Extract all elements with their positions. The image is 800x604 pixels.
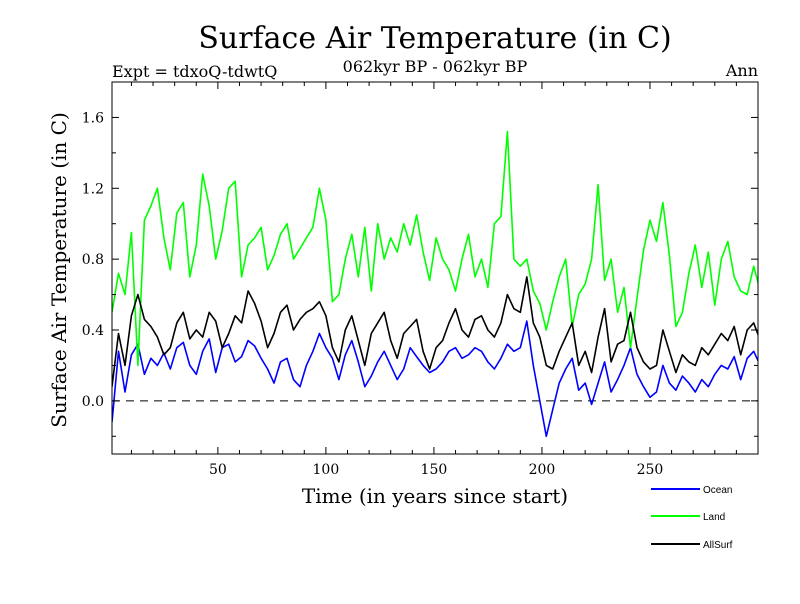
y-tick-label: 1.2 xyxy=(82,181,104,197)
x-tick-label: 150 xyxy=(421,462,448,478)
legend: Ocean Land AllSurf xyxy=(651,485,733,551)
x-tick-label: 250 xyxy=(637,462,664,478)
legend-label-land: Land xyxy=(703,512,725,523)
plot-frame xyxy=(111,81,759,455)
chart-title: Surface Air Temperature (in C) xyxy=(198,21,671,56)
x-tick-label: 100 xyxy=(313,462,340,478)
chart-subtitle-right: Ann xyxy=(725,61,758,80)
y-tick-label: 0.4 xyxy=(82,323,104,339)
chart-subtitle-left: Expt = tdxoQ-tdwtQ xyxy=(112,62,277,81)
series-line-land xyxy=(112,130,758,367)
series-line-ocean xyxy=(112,320,758,438)
y-axis-label: Surface Air Temperature (in C) xyxy=(47,112,71,428)
plot-area: 50 100 150 200 250 0.0 0.4 0.8 1.2 1.6 xyxy=(82,81,759,478)
series-line-allsurf xyxy=(112,276,758,387)
legend-label-ocean: Ocean xyxy=(703,485,732,496)
chart-subtitle-center: 062kyr BP - 062kyr BP xyxy=(343,57,528,76)
x-axis-label: Time (in years since start) xyxy=(302,484,568,508)
series-group xyxy=(112,130,758,438)
y-tick-label: 0.8 xyxy=(82,252,104,268)
legend-label-allsurf: AllSurf xyxy=(703,540,733,551)
y-tick-label: 0.0 xyxy=(82,394,104,410)
x-tick-label: 50 xyxy=(209,462,227,478)
x-tick-label: 200 xyxy=(529,462,556,478)
y-tick-label: 1.6 xyxy=(82,110,104,126)
